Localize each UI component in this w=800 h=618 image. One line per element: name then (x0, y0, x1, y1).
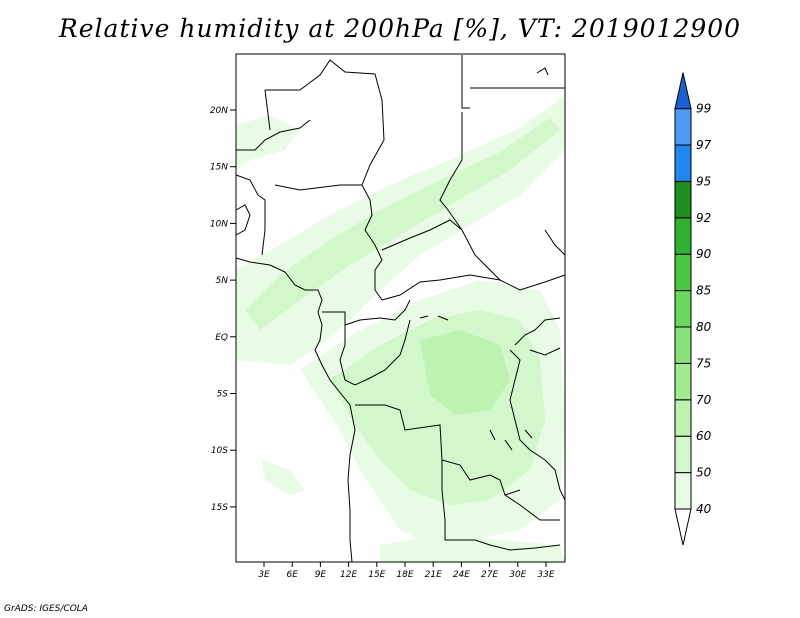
lon-tick-label: 12E (340, 570, 357, 580)
colorbar-segment (674, 217, 692, 255)
lon-tick-label: 24E (453, 570, 470, 580)
colorbar-label: 99 (696, 102, 711, 116)
colorbar-segment (674, 290, 692, 328)
colorbar-label: 97 (696, 138, 712, 152)
lat-axis: 20N 15N 10N 5N EQ 5S 10S 15S (210, 106, 236, 513)
map-frame (235, 53, 566, 563)
colorbar: 40 50 60 70 75 80 85 90 92 95 97 99 (674, 72, 712, 546)
colorbar-label: 90 (696, 247, 712, 261)
lat-tick-label: 5S (217, 390, 229, 400)
lat-tick-label: 20N (210, 106, 228, 116)
colorbar-over-triangle (674, 72, 692, 110)
colorbar-label: 95 (696, 174, 711, 188)
humidity-northern-streak (236, 115, 300, 170)
colorbar-label: 50 (696, 466, 712, 480)
lon-tick-label: 21E (425, 570, 442, 580)
colorbar-segment (674, 472, 692, 510)
lat-tick-label: 5N (216, 276, 229, 286)
lon-axis: 3E 6E 9E 12E 15E 18E 21E 24E 27E 30E 33E (258, 562, 555, 580)
colorbar-segment (674, 144, 692, 182)
colorbar-segment (674, 253, 692, 292)
colorbar-segment (674, 399, 692, 437)
colorbar-label: 92 (696, 211, 711, 225)
credit-label: GrADS: IGES/COLA (4, 604, 88, 614)
lat-tick-label: 15N (210, 163, 228, 173)
humidity-bottom-strip (380, 535, 565, 562)
lat-tick-label: EQ (215, 333, 228, 343)
lat-tick-label: 10S (211, 446, 228, 456)
humidity-sw-blob (262, 460, 305, 495)
colorbar-label: 75 (696, 356, 711, 370)
boundaries (235, 55, 566, 563)
colorbar-label: 40 (696, 502, 712, 516)
lon-tick-label: 33E (537, 570, 554, 580)
colorbar-under-triangle (674, 508, 692, 546)
colorbar-label: 70 (696, 393, 712, 407)
lon-tick-label: 30E (509, 570, 526, 580)
colorbar-segment (674, 326, 692, 364)
lon-tick-label: 3E (258, 570, 270, 580)
lon-tick-label: 27E (481, 570, 498, 580)
colorbar-label: 80 (696, 320, 712, 334)
lon-tick-label: 6E (286, 570, 298, 580)
colorbar-segment (674, 435, 692, 474)
humidity-shading (236, 95, 565, 562)
humidity-band-main-inner (245, 118, 560, 330)
lon-tick-label: 9E (315, 570, 327, 580)
lat-tick-label: 10N (210, 219, 228, 229)
lon-tick-label: 18E (396, 570, 413, 580)
colorbar-segment (674, 362, 692, 401)
colorbar-segment (674, 108, 692, 146)
colorbar-segment (674, 180, 692, 219)
colorbar-label: 60 (696, 429, 712, 443)
humidity-eastern-patch (420, 330, 510, 415)
colorbar-label: 85 (696, 284, 711, 298)
lat-tick-label: 15S (211, 503, 228, 513)
map-title: Relative humidity at 200hPa [%], VT: 201… (58, 14, 742, 43)
lon-tick-label: 15E (368, 570, 385, 580)
